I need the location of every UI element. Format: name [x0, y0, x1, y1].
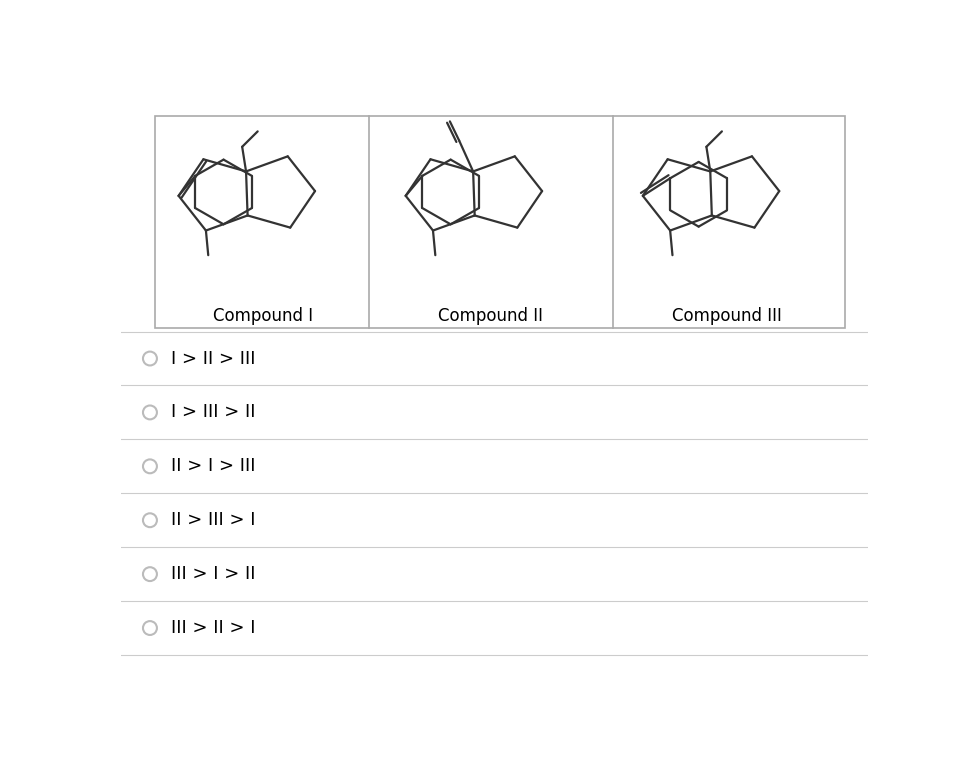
Text: III > I > II: III > I > II — [171, 565, 255, 583]
Text: I > II > III: I > II > III — [171, 350, 255, 368]
Text: III > II > I: III > II > I — [171, 619, 255, 637]
Text: Compound III: Compound III — [672, 307, 782, 325]
Text: I > III > II: I > III > II — [171, 403, 255, 421]
Text: II > III > I: II > III > I — [171, 512, 255, 529]
FancyBboxPatch shape — [155, 116, 845, 327]
Text: Compound I: Compound I — [213, 307, 313, 325]
Text: Compound II: Compound II — [438, 307, 543, 325]
Text: II > I > III: II > I > III — [171, 457, 255, 475]
